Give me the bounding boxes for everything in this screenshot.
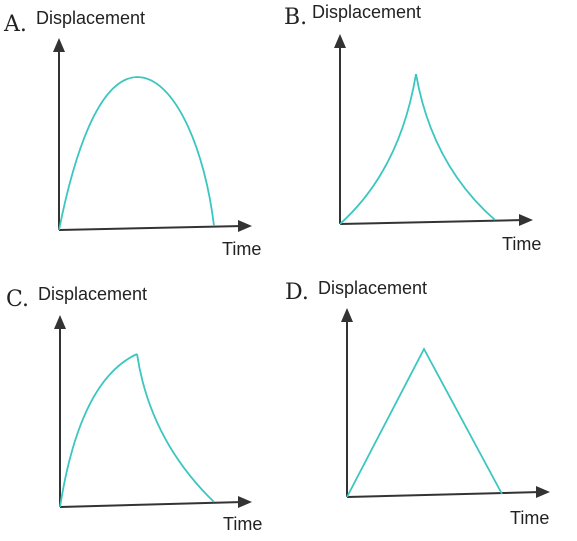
panel-b-x-axis: [339, 219, 525, 225]
panel-a-letter: A.: [3, 12, 27, 37]
panel-c-y-arrowhead: [54, 315, 66, 329]
panel-b: B. Displacement Time: [284, 2, 541, 254]
panel-c: C. Displacement Time: [6, 284, 262, 534]
panel-a-x-arrowhead: [238, 220, 252, 232]
panel-d-x-arrowhead: [536, 486, 550, 498]
panel-b-x-label: Time: [502, 234, 541, 254]
panel-a-x-label: Time: [222, 239, 261, 259]
panel-c-x-arrowhead: [238, 496, 252, 508]
panel-a-x-axis: [58, 225, 244, 231]
panel-b-letter: B.: [284, 5, 307, 30]
panel-d: D. Displacement Time: [285, 278, 550, 528]
panel-d-y-label: Displacement: [318, 278, 427, 298]
panel-c-y-label: Displacement: [38, 284, 147, 304]
panel-a-curve: [58, 76, 215, 231]
panel-a: A. Displacement Time: [3, 8, 261, 259]
panel-c-curve-fall: [136, 353, 215, 503]
panel-b-curve-fall: [415, 73, 496, 221]
panel-d-y-arrowhead: [341, 308, 353, 322]
panel-c-curve-rise: [59, 353, 138, 508]
panel-b-curve-rise: [339, 73, 417, 225]
panel-c-letter: C.: [6, 287, 29, 312]
panel-b-x-arrowhead: [519, 214, 533, 226]
panel-c-x-axis: [59, 501, 244, 508]
panel-b-y-arrowhead: [334, 34, 346, 48]
panel-d-letter: D.: [285, 280, 309, 305]
panel-d-x-axis: [346, 491, 542, 498]
panel-b-y-label: Displacement: [312, 2, 421, 22]
panel-d-curve: [346, 347, 503, 498]
panel-a-y-label: Displacement: [36, 8, 145, 28]
panel-a-y-arrowhead: [53, 38, 65, 52]
panel-c-x-label: Time: [223, 514, 262, 534]
panel-d-x-label: Time: [510, 508, 549, 528]
